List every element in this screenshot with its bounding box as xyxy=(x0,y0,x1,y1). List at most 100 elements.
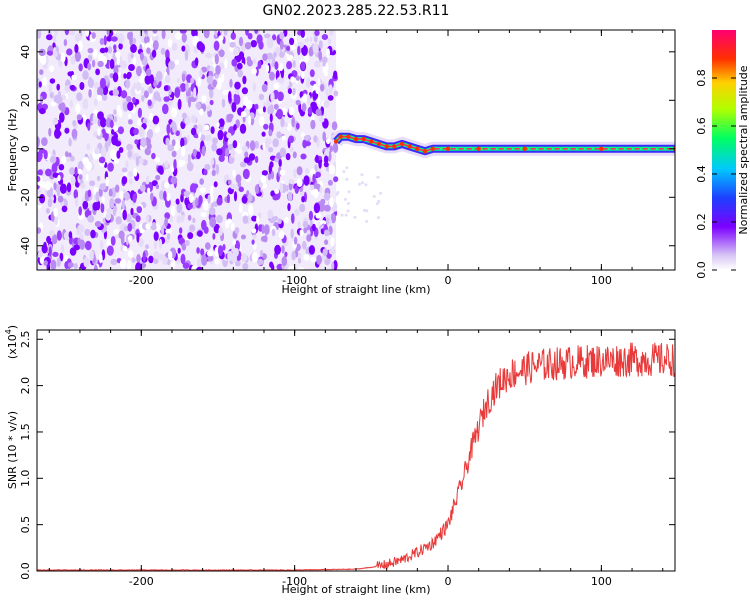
noise-cell xyxy=(113,44,117,51)
noise-cell xyxy=(218,226,223,236)
noise-cell xyxy=(239,161,247,168)
noise-cell xyxy=(78,63,83,72)
noise-cell xyxy=(261,224,265,235)
snr-y-multiplier-base: (x10 xyxy=(6,334,19,359)
noise-cell xyxy=(113,65,119,75)
noise-cell xyxy=(193,87,197,99)
noise-cell xyxy=(327,179,333,186)
noise-cell xyxy=(151,152,156,160)
noise-cell xyxy=(278,62,284,72)
noise-cell xyxy=(206,75,214,85)
noise-cell xyxy=(100,146,107,158)
noise-cell xyxy=(110,36,118,42)
noise-cell xyxy=(240,253,248,263)
noise-cell xyxy=(87,122,91,131)
x-tick-label: 100 xyxy=(591,575,612,588)
noise-cell xyxy=(186,134,190,142)
noise-cell xyxy=(300,71,305,80)
noise-cell xyxy=(207,84,212,90)
noise-cell xyxy=(267,105,274,115)
noise-cell xyxy=(45,168,52,177)
noise-cell xyxy=(242,215,249,224)
noise-cell xyxy=(190,127,197,136)
noise-cell xyxy=(309,69,315,78)
noise-cell xyxy=(74,33,82,42)
noise-cell xyxy=(256,34,263,45)
noise-cell xyxy=(131,257,136,263)
noise-cell xyxy=(187,153,191,164)
noise-cell xyxy=(272,138,280,148)
noise-cell xyxy=(218,49,225,58)
noise-cell xyxy=(93,264,98,270)
y-tick-label: 1.5 xyxy=(19,423,32,441)
noise-cell xyxy=(211,143,218,152)
noise-cell xyxy=(187,214,192,221)
noise-cell xyxy=(279,169,286,176)
noise-cell xyxy=(61,205,68,213)
noise-cell xyxy=(293,168,297,178)
noise-cell xyxy=(122,101,129,112)
noise-cell xyxy=(130,86,137,97)
snr-x-ticks: -200 -100 0 100 xyxy=(48,330,664,588)
noise-cell xyxy=(226,218,232,224)
noise-cell xyxy=(161,30,166,40)
noise-cell xyxy=(167,144,175,152)
y-tick-label: 2.0 xyxy=(19,377,32,395)
noise-cell xyxy=(118,109,123,118)
noise-cell xyxy=(190,77,195,84)
noise-cell xyxy=(288,178,295,185)
noise-cell xyxy=(315,212,321,219)
noise-cell xyxy=(308,210,313,221)
noise-cell xyxy=(264,33,271,39)
noise-cell xyxy=(107,136,112,147)
noise-cell xyxy=(261,131,266,137)
noise-cell xyxy=(346,209,350,213)
noise-cell xyxy=(245,100,253,110)
noise-cell xyxy=(332,142,339,153)
noise-cell xyxy=(300,153,307,160)
noise-cell xyxy=(303,175,310,186)
noise-cell xyxy=(151,180,158,187)
colorbar-gradient xyxy=(712,30,736,270)
noise-cell xyxy=(276,131,282,139)
spectrogram-y-axis-label: Frequency (Hz) xyxy=(6,109,19,192)
noise-cell xyxy=(92,113,96,125)
noise-cell xyxy=(319,185,323,194)
noise-cell xyxy=(310,119,316,130)
noise-cell xyxy=(272,194,280,201)
noise-cell xyxy=(296,166,303,176)
noise-cell xyxy=(195,151,201,160)
noise-cell xyxy=(79,82,85,90)
noise-cell xyxy=(139,184,146,192)
snr-y-ticks: 0.0 0.5 1.0 1.5 2.0 2.5 xyxy=(19,331,675,580)
noise-cell xyxy=(232,239,236,246)
noise-cell xyxy=(226,132,232,139)
noise-cell xyxy=(145,223,150,230)
noise-cell xyxy=(92,131,98,138)
noise-cell xyxy=(171,42,178,52)
noise-cell xyxy=(130,207,134,216)
snr-y-multiplier: (x104) xyxy=(4,325,19,359)
noise-cell xyxy=(286,45,291,52)
noise-cell xyxy=(41,137,48,147)
noise-cell xyxy=(138,127,145,138)
noise-cell xyxy=(171,261,176,269)
noise-cell xyxy=(285,153,291,161)
noise-cell xyxy=(38,48,46,57)
noise-cell xyxy=(279,40,284,50)
noise-cell xyxy=(67,71,73,77)
noise-cell xyxy=(128,64,135,71)
noise-cell xyxy=(148,255,154,264)
noise-cell xyxy=(54,30,58,36)
noise-cell xyxy=(97,60,104,68)
noise-cell xyxy=(215,65,221,75)
noise-cell xyxy=(114,198,122,204)
noise-cell xyxy=(106,30,110,36)
noise-cell xyxy=(324,239,329,245)
noise-cell xyxy=(146,68,152,76)
x-tick-label: 0 xyxy=(445,575,452,588)
noise-cell xyxy=(315,108,322,117)
noise-cell xyxy=(184,239,190,247)
x-tick-label: 100 xyxy=(591,274,612,287)
noise-cell xyxy=(315,154,319,163)
